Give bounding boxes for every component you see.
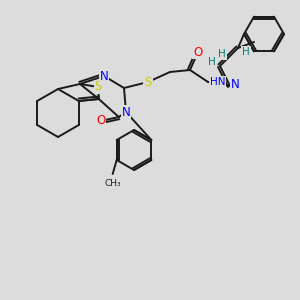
Text: H: H (208, 57, 216, 67)
Text: O: O (96, 115, 105, 128)
Text: H: H (218, 49, 226, 59)
Text: S: S (144, 76, 152, 88)
Text: H: H (242, 47, 250, 57)
Text: HN: HN (210, 77, 226, 87)
Text: S: S (95, 80, 102, 94)
Text: N: N (100, 70, 108, 83)
Text: CH₃: CH₃ (104, 179, 121, 188)
Text: N: N (231, 79, 240, 92)
Text: N: N (122, 106, 130, 118)
Text: O: O (194, 46, 202, 59)
